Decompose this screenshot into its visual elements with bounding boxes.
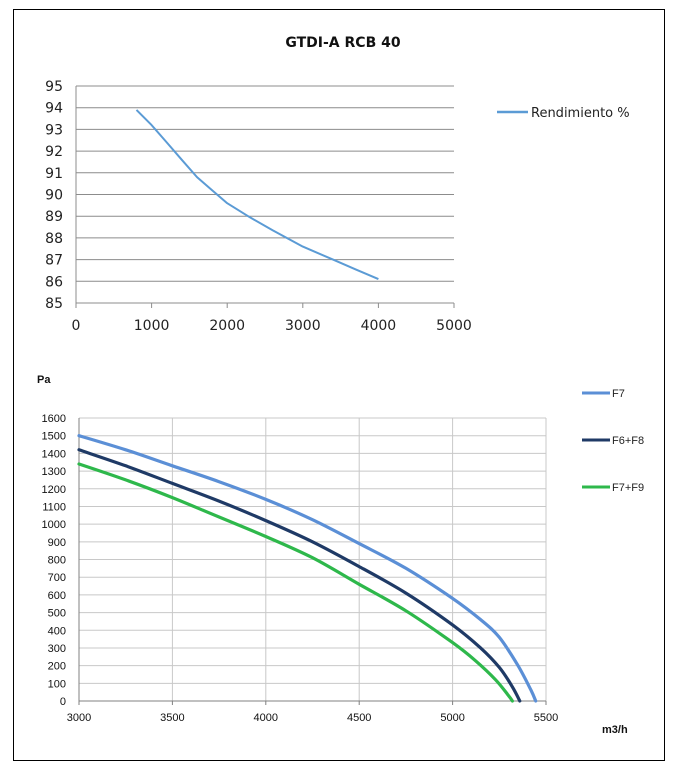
chart2-y-tick-label: 600 [48,590,66,602]
chart1-y-tick-label: 87 [45,253,63,269]
chart1-y-tick-label: 88 [45,231,63,247]
chart2-x-tick-label: 4000 [254,712,278,724]
chart1-y-tick-label: 86 [45,274,63,290]
chart1-y-tick-label: 95 [45,79,63,95]
chart2-y-tick-label: 1100 [42,501,66,513]
chart2-y-tick-label: 1400 [42,448,66,460]
chart1-y-tick-label: 92 [45,144,63,160]
chart2-legend-label: F7 [612,388,625,400]
chart1-x-tick-label: 1000 [134,318,170,334]
chart2-x-tick-label: 3000 [67,712,91,724]
chart2-x-axis-title: m3/h [602,724,628,736]
chart1-x-tick-label: 0 [72,318,81,334]
chart2-y-tick-label: 200 [48,661,66,673]
chart2-x-tick-label: 5000 [440,712,464,724]
chart1-y-tick-label: 85 [45,296,63,312]
chart2-x-tick-label: 4500 [347,712,371,724]
chart1-x-tick-label: 5000 [436,318,472,334]
chart1-y-tick-label: 89 [45,209,63,225]
chart1-x-tick-label: 3000 [285,318,321,334]
chart1-x-tick-label: 4000 [361,318,397,334]
chart2-y-tick-label: 800 [48,555,66,567]
chart2-y-tick-label: 400 [48,625,66,637]
chart1-title: GTDI-A RCB 40 [285,35,400,51]
chart1-series-line [135,109,379,281]
chart2-y-axis-title: Pa [37,374,51,386]
chart2-y-tick-label: 900 [48,537,66,549]
chart1-legend-label: Rendimiento % [531,106,630,121]
chart2-y-tick-label: 1300 [42,466,66,478]
chart2-x-tick-label: 3500 [160,712,184,724]
chart1-x-tick-label: 2000 [209,318,245,334]
chart2-y-tick-label: 1500 [42,431,66,443]
figure-frame [13,9,665,761]
chart2-y-tick-label: 1000 [42,519,66,531]
chart2-legend-label: F7+F9 [612,482,644,494]
chart2-y-tick-label: 100 [48,678,66,690]
chart1-y-tick-label: 94 [45,101,63,117]
chart1-y-tick-label: 93 [45,122,63,138]
chart2-y-tick-label: 1600 [42,413,66,425]
chart2-y-tick-label: 1200 [42,484,66,496]
chart2-y-tick-label: 700 [48,572,66,584]
chart2-series-line [77,434,538,703]
chart1-y-tick-label: 90 [45,188,63,204]
chart2-legend-label: F6+F8 [612,435,644,447]
chart2-x-tick-label: 5500 [534,712,558,724]
chart1-y-tick-label: 91 [45,166,63,182]
chart2-y-tick-label: 300 [48,643,66,655]
chart2-y-tick-label: 0 [60,696,66,708]
chart2-y-tick-label: 500 [48,608,66,620]
